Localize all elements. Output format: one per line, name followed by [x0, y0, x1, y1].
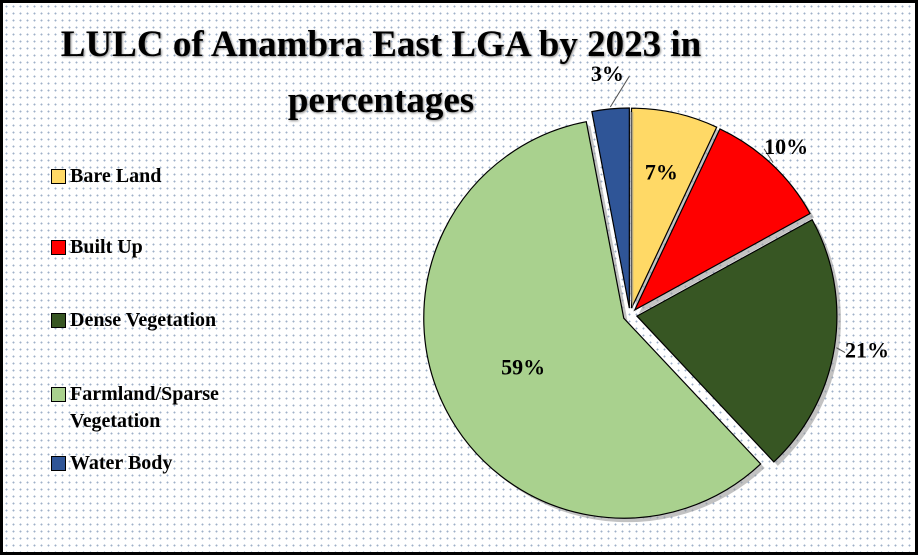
legend-swatch — [51, 456, 66, 471]
legend-label: Bare Land — [70, 165, 162, 187]
data-label: 7% — [645, 160, 678, 185]
leader-line — [763, 148, 774, 163]
data-label: 59% — [501, 355, 545, 380]
data-label: 3% — [591, 61, 624, 86]
legend-label: Farmland/Sparse Vegetation — [70, 383, 219, 432]
chart-title: LULC of Anambra East LGA by 2023 in perc… — [60, 24, 702, 121]
legend-label: Dense Vegetation — [70, 309, 217, 331]
slice — [635, 218, 838, 463]
leader-line — [609, 75, 630, 108]
data-label: 10% — [764, 134, 808, 159]
slice — [423, 121, 762, 519]
legend-swatch — [51, 313, 66, 328]
slice — [591, 107, 630, 309]
legend-entry: Bare Land — [51, 163, 291, 190]
leader-line — [836, 347, 846, 353]
legend-label: Built Up — [70, 236, 143, 258]
slice — [633, 128, 811, 312]
legend-entry: Water Body — [51, 450, 291, 477]
pie-area: 7% 10% 21% 59% 3% — [423, 61, 889, 523]
data-label: 21% — [845, 338, 889, 363]
legend-entry: Farmland/Sparse Vegetation — [51, 381, 251, 435]
slice — [630, 107, 718, 309]
legend-label: Water Body — [70, 452, 173, 474]
legend-entry: Dense Vegetation — [51, 307, 291, 334]
legend-entry: Built Up — [51, 234, 291, 261]
legend-swatch — [51, 240, 66, 255]
legend-swatch — [51, 169, 66, 184]
legend-swatch — [51, 387, 66, 402]
